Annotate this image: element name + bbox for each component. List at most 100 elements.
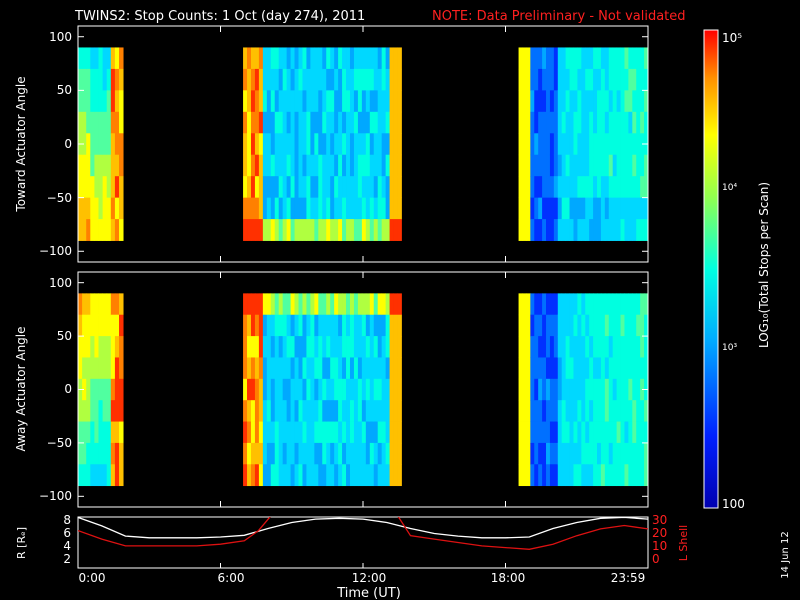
heatmap-cell	[573, 90, 578, 113]
heatmap-cell	[346, 400, 351, 422]
heatmap-cell	[258, 378, 264, 401]
heatmap-cell	[353, 47, 359, 70]
heatmap-cell	[589, 197, 594, 220]
heatmap-cell	[557, 336, 563, 358]
heatmap-cell	[628, 400, 633, 422]
heatmap-cell	[102, 154, 108, 177]
colorbar-tick-top: 10⁵	[722, 31, 742, 45]
heatmap-cell	[620, 154, 625, 177]
heatmap-cell	[326, 378, 331, 401]
heatmap-cell	[294, 154, 299, 177]
heatmap-cell	[604, 442, 610, 465]
heatmap-cell	[553, 400, 559, 422]
line-panel-frame	[77, 516, 649, 569]
heatmap-cell	[373, 442, 379, 465]
heatmap-cell	[286, 336, 291, 358]
heatmap-cell	[585, 421, 590, 444]
heatmap-cell	[377, 68, 383, 91]
heatmap-cell	[581, 111, 586, 134]
heatmap-cell	[526, 464, 531, 487]
heatmap-cell	[326, 442, 331, 465]
heatmap-cell	[106, 68, 112, 91]
heatmap-cell	[314, 47, 319, 70]
heatmap-cell	[538, 400, 543, 422]
heatmap-cell	[553, 464, 559, 487]
heatmap-cell	[389, 197, 394, 220]
heatmap-cell	[628, 464, 633, 487]
heatmap-cell	[573, 47, 578, 70]
heatmap-cell	[581, 336, 586, 358]
heatmap-cell	[565, 111, 570, 134]
heatmap-cell	[538, 314, 543, 337]
heatmap-cell	[119, 133, 124, 156]
heatmap-cell	[298, 378, 303, 401]
heatmap-cell	[306, 293, 311, 316]
heatmap-cell	[250, 133, 256, 156]
heatmap-cell	[593, 111, 598, 134]
heatmap-cell	[385, 197, 390, 220]
heatmap-cell	[119, 219, 124, 241]
heatmap-cell	[369, 293, 375, 316]
heatmap-cell	[577, 293, 582, 316]
heatmap-cell	[557, 442, 563, 465]
heatmap-cell	[302, 314, 307, 337]
heatmap-cell	[381, 133, 387, 156]
heatmap-cell	[546, 154, 551, 177]
heatmap-cell	[110, 176, 116, 199]
heatmap-cell	[353, 421, 359, 444]
heatmap-cell	[298, 47, 303, 70]
heatmap-cell	[357, 378, 363, 401]
heatmap-cell	[369, 111, 375, 134]
heatmap-cell	[318, 378, 323, 401]
heatmap-cell	[247, 133, 252, 156]
heatmap-cell	[250, 154, 256, 177]
heatmap-cell	[286, 197, 291, 220]
heatmap-cell	[608, 154, 614, 177]
heatmap-cell	[90, 314, 95, 337]
heatmap-cell	[573, 176, 578, 199]
heatmap-cell	[585, 336, 590, 358]
heatmap-cell	[561, 47, 567, 70]
heatmap-cell	[310, 197, 315, 220]
heatmap-cell	[522, 219, 527, 241]
heatmap-cell	[290, 68, 295, 91]
heatmap-cell	[346, 154, 351, 177]
heatmap-cell	[114, 197, 120, 220]
r-series-line	[78, 517, 648, 539]
heatmap-cell	[522, 421, 527, 444]
heatmap-cell	[612, 442, 618, 465]
heatmap-cell	[612, 421, 618, 444]
heatmap-cell	[357, 336, 363, 358]
heatmap-cell	[286, 111, 291, 134]
heatmap-cell	[542, 47, 547, 70]
heatmap-cell	[373, 90, 379, 113]
heatmap-cell	[593, 314, 598, 337]
heatmap-cell	[534, 133, 539, 156]
heatmap-cell	[393, 133, 398, 156]
heatmap-cell	[322, 197, 327, 220]
heatmap-cell	[90, 400, 95, 422]
heatmap-cell	[349, 219, 355, 241]
away-heatmap-panel	[77, 271, 649, 508]
heatmap-cell	[106, 197, 112, 220]
heatmap-cell	[322, 442, 327, 465]
heatmap-cell	[597, 154, 602, 177]
heatmap-cell	[94, 357, 99, 380]
heatmap-cell	[247, 400, 252, 422]
heatmap-cell	[266, 219, 272, 241]
heatmap-cell	[577, 357, 582, 380]
heatmap-cell	[357, 421, 363, 444]
heatmap-cell	[262, 133, 268, 156]
heatmap-cell	[282, 68, 288, 91]
heatmap-cell	[542, 400, 547, 422]
heatmap-cell	[577, 464, 582, 487]
heatmap-cell	[624, 357, 629, 380]
heatmap-cell	[534, 111, 539, 134]
heatmap-cell	[302, 293, 307, 316]
heatmap-cell	[389, 111, 394, 134]
heatmap-cell	[534, 442, 539, 465]
heatmap-cell	[557, 133, 563, 156]
heatmap-cell	[90, 464, 95, 487]
heatmap-cell	[636, 133, 641, 156]
heatmap-cell	[604, 133, 610, 156]
